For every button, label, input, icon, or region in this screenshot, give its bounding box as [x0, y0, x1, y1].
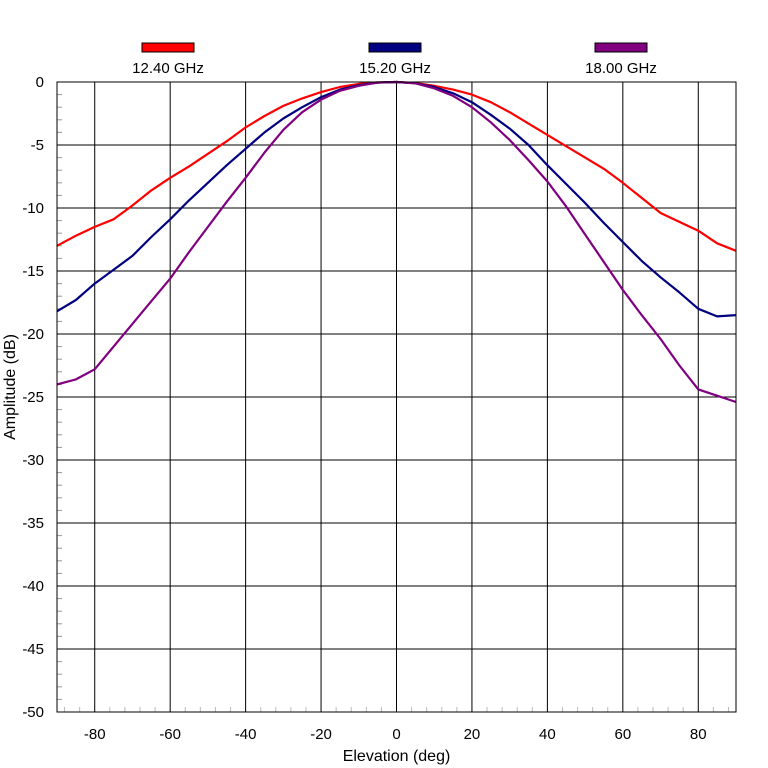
legend: 12.40 GHz 15.20 GHz 18.00 GHz: [132, 42, 657, 77]
y-tick-label: -40: [22, 578, 44, 595]
x-axis-title: Elevation (deg): [343, 748, 451, 765]
y-tick-labels: 0 -5 -10 -15 -20 -25 -30 -35 -40 -45 -50: [22, 74, 44, 721]
legend-swatch: [141, 42, 195, 53]
x-tick-labels: -80 -60 -40 -20 0 20 40 60 80: [84, 726, 707, 743]
y-tick-label: -20: [22, 326, 44, 343]
x-tick-label: 20: [464, 726, 481, 743]
y-tick-label: -25: [22, 389, 44, 406]
y-tick-label: -45: [22, 641, 44, 658]
x-tick-label: -60: [159, 726, 181, 743]
y-tick-label: -35: [22, 515, 44, 532]
y-tick-label: 0: [36, 74, 44, 91]
y-tick-label: -5: [31, 137, 44, 154]
x-tick-label: 80: [690, 726, 707, 743]
y-tick-label: -30: [22, 452, 44, 469]
legend-swatch: [368, 42, 422, 53]
x-tick-label: -80: [84, 726, 106, 743]
legend-label: 18.00 GHz: [585, 60, 657, 77]
legend-label: 15.20 GHz: [359, 60, 431, 77]
plot-frame: [56, 81, 737, 713]
minor-ticks: [57, 94, 729, 712]
x-tick-label: 0: [392, 726, 400, 743]
y-tick-label: -50: [22, 704, 44, 721]
x-tick-label: 40: [539, 726, 556, 743]
x-tick-label: -20: [310, 726, 332, 743]
grid: [57, 81, 736, 713]
legend-swatch: [594, 42, 648, 53]
x-tick-label: -40: [235, 726, 257, 743]
legend-label: 12.40 GHz: [132, 60, 204, 77]
y-axis-title: Amplitude (dB): [2, 334, 19, 440]
y-tick-label: -15: [22, 263, 44, 280]
y-tick-label: -10: [22, 200, 44, 217]
x-tick-label: 60: [614, 726, 631, 743]
